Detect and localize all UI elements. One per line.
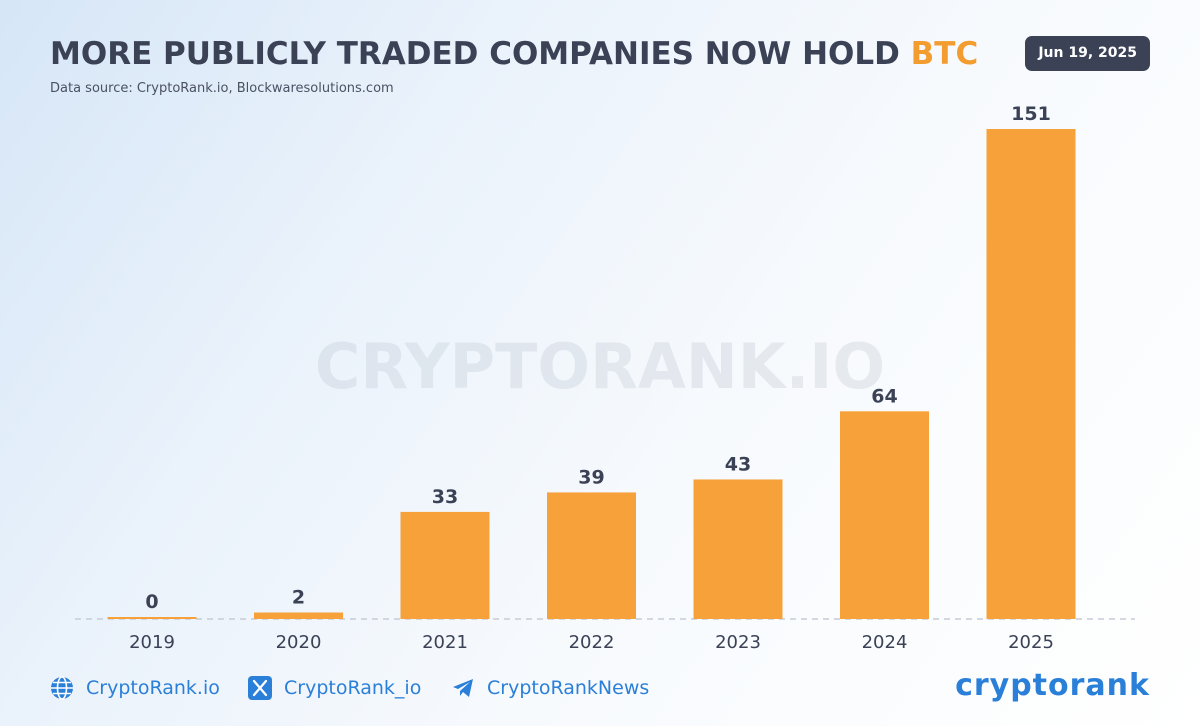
value-label-2021: 33 bbox=[432, 486, 458, 508]
title-accent: BTC bbox=[910, 36, 979, 72]
brand-logo: cryptorank bbox=[955, 668, 1150, 703]
bar-2020 bbox=[254, 612, 343, 619]
bar-2021 bbox=[400, 511, 490, 619]
data-source: Data source: CryptoRank.io, Blockwaresol… bbox=[50, 81, 394, 96]
x-tick-2022: 2022 bbox=[569, 632, 615, 653]
bar-2025 bbox=[986, 129, 1076, 619]
value-label-2023: 43 bbox=[725, 453, 751, 475]
value-label-2020: 2 bbox=[292, 587, 305, 609]
x-tick-2019: 2019 bbox=[129, 632, 175, 653]
bars-group: 0 2019 2 2020 33 2021 39 2022 43 2023 64 2024 151 202… bbox=[107, 103, 1076, 653]
x-tick-2023: 2023 bbox=[715, 632, 761, 653]
value-label-2019: 0 bbox=[145, 591, 158, 613]
bar-2022 bbox=[547, 492, 636, 619]
chart-title: MORE PUBLICLY TRADED COMPANIES NOW HOLD … bbox=[50, 36, 978, 72]
value-label-2025: 151 bbox=[1011, 103, 1051, 125]
website-label: CryptoRank.io bbox=[86, 677, 220, 699]
x-tick-2020: 2020 bbox=[276, 632, 322, 653]
website-link[interactable]: CryptoRank.io bbox=[50, 675, 220, 701]
date-badge: Jun 19, 2025 bbox=[1025, 36, 1150, 71]
bar-2019 bbox=[107, 617, 197, 619]
twitter-label: CryptoRank_io bbox=[284, 677, 422, 699]
watermark: CRYPTORANK.IO bbox=[315, 330, 885, 403]
telegram-link[interactable]: CryptoRankNews bbox=[451, 675, 649, 701]
bar-2024 bbox=[840, 411, 929, 619]
x-tick-2024: 2024 bbox=[862, 632, 908, 653]
globe-icon bbox=[51, 676, 73, 700]
x-tick-2021: 2021 bbox=[422, 632, 468, 653]
telegram-label: CryptoRankNews bbox=[487, 677, 650, 699]
value-label-2022: 39 bbox=[578, 466, 604, 488]
telegram-icon bbox=[453, 679, 473, 697]
bar-2023 bbox=[693, 479, 783, 619]
twitter-link[interactable]: CryptoRank_io bbox=[248, 675, 421, 701]
title-main: MORE PUBLICLY TRADED COMPANIES NOW HOLD bbox=[50, 36, 911, 72]
x-tick-2025: 2025 bbox=[1008, 632, 1054, 653]
value-label-2024: 64 bbox=[871, 385, 897, 407]
x-icon bbox=[248, 676, 272, 700]
